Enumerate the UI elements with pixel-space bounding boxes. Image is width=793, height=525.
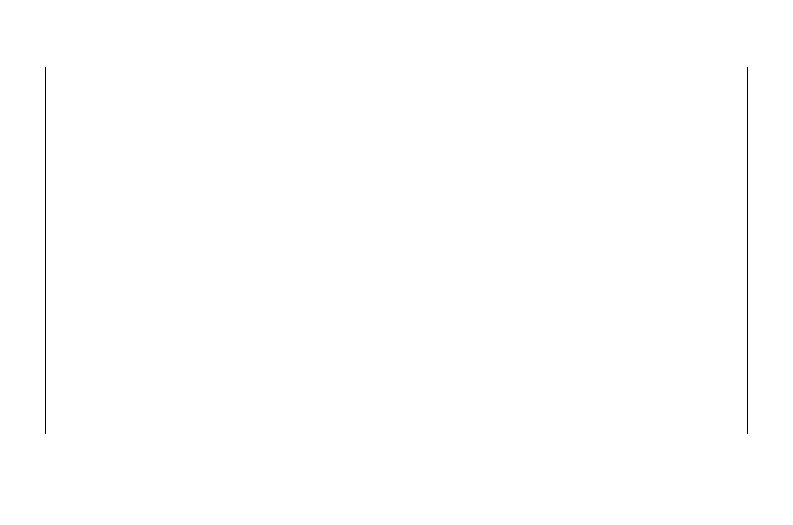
chart-subtitle — [0, 4, 793, 8]
tide-chart — [45, 67, 748, 434]
y-axis-left — [0, 67, 45, 434]
y-axis-right — [748, 67, 793, 434]
day-labels-row — [45, 32, 748, 62]
tide-area-svg — [45, 67, 748, 434]
